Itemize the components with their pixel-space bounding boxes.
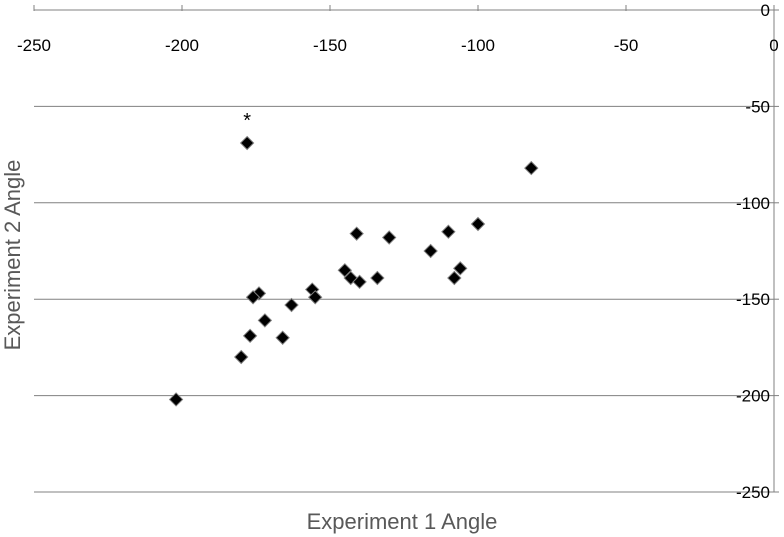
data-point (168, 392, 184, 407)
data-point (242, 328, 258, 344)
data-point (307, 290, 323, 305)
y-axis-title: Experiment 2 Angle (0, 160, 25, 351)
x-axis-title: Experiment 1 Angle (307, 509, 498, 534)
x-tick-label: -150 (313, 36, 347, 55)
data-point (524, 160, 539, 176)
data-point (349, 226, 364, 241)
y-tick-label: -100 (736, 194, 770, 213)
data-point (239, 135, 255, 151)
gridlines (34, 105, 774, 493)
data-point (447, 270, 462, 286)
data-point (284, 297, 299, 313)
y-tick-labels: 0 -50 -100 -150 -200 -250 (736, 1, 770, 502)
data-point (470, 216, 486, 232)
data-points (168, 135, 539, 407)
data-point (275, 330, 290, 345)
y-tick-label: 0 (761, 1, 770, 20)
data-point (370, 270, 385, 286)
y-tick-label: -200 (736, 387, 770, 406)
x-tick-label: -200 (165, 36, 199, 55)
axes (33, 5, 779, 493)
data-point (245, 290, 261, 305)
x-tick-label: 0 (769, 36, 778, 55)
data-point (381, 230, 397, 245)
data-point (423, 243, 438, 259)
data-point (453, 261, 468, 276)
x-tick-labels: -250 -200 -150 -100 -50 0 (17, 36, 779, 55)
y-tick-label: -150 (736, 290, 770, 309)
x-tick-label: -250 (17, 36, 51, 55)
data-point (352, 274, 367, 290)
data-point (257, 313, 273, 328)
y-tick-label: -250 (736, 483, 770, 502)
x-tick-label: -100 (461, 36, 495, 55)
x-tick-label: -50 (614, 36, 639, 55)
data-point (233, 349, 249, 365)
annotation-asterisk: * (243, 110, 251, 132)
y-tick-label: -50 (745, 97, 770, 116)
annotations: * (243, 110, 251, 132)
data-point (441, 224, 456, 239)
